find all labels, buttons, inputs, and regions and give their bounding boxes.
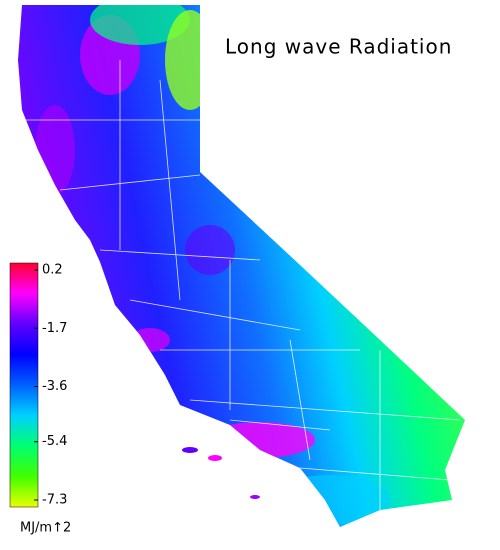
colorbar-scale: [9, 262, 39, 508]
colorbar-tick-label: -7.3: [42, 493, 67, 508]
colorbar-tick-label: -3.6: [42, 379, 67, 394]
colorbar-tick-label: -5.4: [42, 434, 67, 449]
colorbar: 0.2 -1.7 -3.6 -5.4 -7.3: [9, 262, 67, 508]
colorbar-unit: MJ/m↑2: [20, 521, 71, 536]
colorbar-tick-label: -1.7: [42, 321, 67, 336]
map-title: Long wave Radiation: [225, 35, 452, 59]
colorbar-tick-label: 0.2: [42, 263, 63, 278]
state-map: [18, 5, 465, 527]
